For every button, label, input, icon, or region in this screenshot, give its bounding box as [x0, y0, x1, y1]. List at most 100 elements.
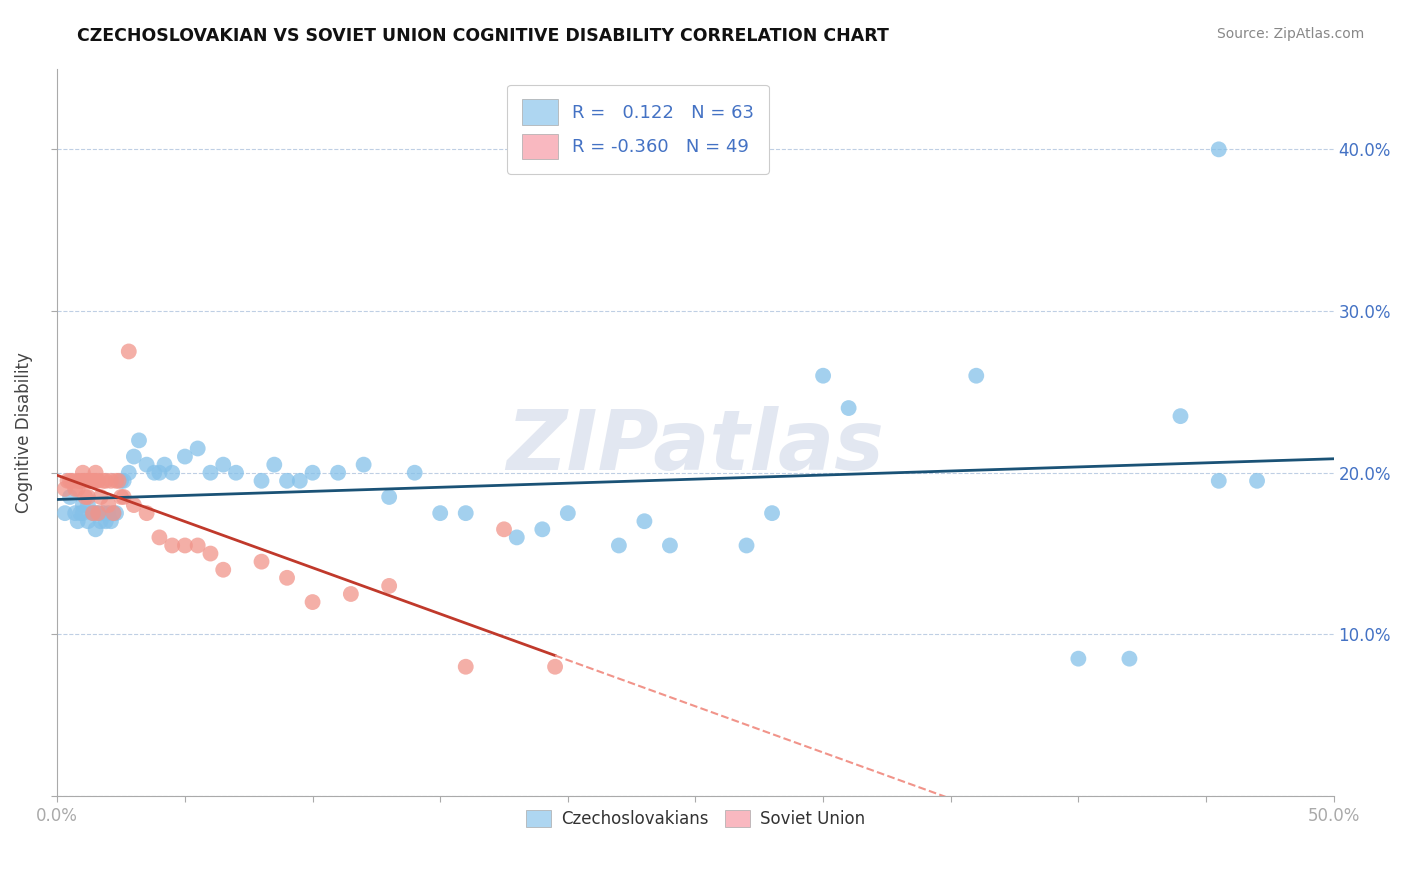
Point — [212, 458, 235, 472]
Point — [84, 522, 107, 536]
Point — [212, 563, 235, 577]
Point — [187, 442, 209, 456]
Point — [454, 506, 477, 520]
Point — [1067, 651, 1090, 665]
Point — [91, 506, 114, 520]
Point — [84, 474, 107, 488]
Point — [72, 466, 94, 480]
Point — [118, 344, 141, 359]
Point — [63, 482, 86, 496]
Point — [87, 506, 110, 520]
Point — [79, 474, 101, 488]
Point — [340, 587, 363, 601]
Point — [69, 506, 91, 520]
Point — [77, 514, 100, 528]
Point — [82, 506, 104, 520]
Point — [97, 506, 120, 520]
Point — [75, 490, 97, 504]
Point — [72, 506, 94, 520]
Point — [1208, 142, 1230, 156]
Point — [531, 522, 554, 536]
Point — [59, 490, 82, 504]
Point — [112, 474, 135, 488]
Point — [174, 450, 197, 464]
Point — [492, 522, 515, 536]
Point — [811, 368, 834, 383]
Point — [77, 490, 100, 504]
Point — [128, 434, 150, 448]
Point — [72, 474, 94, 488]
Point — [97, 498, 120, 512]
Point — [69, 474, 91, 488]
Point — [87, 506, 110, 520]
Point — [301, 466, 323, 480]
Point — [82, 474, 104, 488]
Point — [79, 474, 101, 488]
Point — [607, 539, 630, 553]
Point — [200, 547, 222, 561]
Point — [122, 498, 145, 512]
Point — [75, 474, 97, 488]
Point — [174, 539, 197, 553]
Point — [658, 539, 681, 553]
Point — [153, 458, 176, 472]
Point — [288, 474, 311, 488]
Point — [301, 595, 323, 609]
Point — [77, 474, 100, 488]
Point — [761, 506, 783, 520]
Point — [225, 466, 247, 480]
Point — [90, 490, 112, 504]
Point — [250, 474, 273, 488]
Point — [112, 490, 135, 504]
Point — [160, 539, 183, 553]
Point — [103, 506, 125, 520]
Point — [633, 514, 655, 528]
Point — [544, 659, 567, 673]
Point — [105, 474, 128, 488]
Point — [148, 466, 170, 480]
Point — [53, 482, 76, 496]
Point — [187, 539, 209, 553]
Point — [77, 498, 100, 512]
Point — [404, 466, 426, 480]
Point — [100, 514, 122, 528]
Point — [87, 474, 110, 488]
Point — [135, 506, 157, 520]
Point — [276, 571, 298, 585]
Point — [100, 474, 122, 488]
Point — [1208, 474, 1230, 488]
Point — [118, 466, 141, 480]
Point — [84, 466, 107, 480]
Point — [326, 466, 349, 480]
Point — [122, 450, 145, 464]
Point — [557, 506, 579, 520]
Point — [148, 530, 170, 544]
Point — [110, 490, 132, 504]
Point — [66, 482, 89, 496]
Point — [200, 466, 222, 480]
Point — [105, 506, 128, 520]
Point — [94, 514, 117, 528]
Point — [378, 490, 401, 504]
Point — [110, 474, 132, 488]
Point — [429, 506, 451, 520]
Text: ZIPatlas: ZIPatlas — [506, 407, 884, 487]
Point — [56, 474, 79, 488]
Point — [160, 466, 183, 480]
Point — [59, 474, 82, 488]
Y-axis label: Cognitive Disability: Cognitive Disability — [15, 351, 32, 513]
Point — [84, 506, 107, 520]
Point — [91, 474, 114, 488]
Point — [63, 506, 86, 520]
Point — [53, 506, 76, 520]
Point — [250, 555, 273, 569]
Point — [1246, 474, 1268, 488]
Point — [353, 458, 375, 472]
Point — [107, 474, 129, 488]
Point — [838, 401, 860, 415]
Legend: Czechoslovakians, Soviet Union: Czechoslovakians, Soviet Union — [519, 804, 872, 835]
Point — [82, 506, 104, 520]
Point — [62, 474, 84, 488]
Text: Source: ZipAtlas.com: Source: ZipAtlas.com — [1216, 27, 1364, 41]
Point — [378, 579, 401, 593]
